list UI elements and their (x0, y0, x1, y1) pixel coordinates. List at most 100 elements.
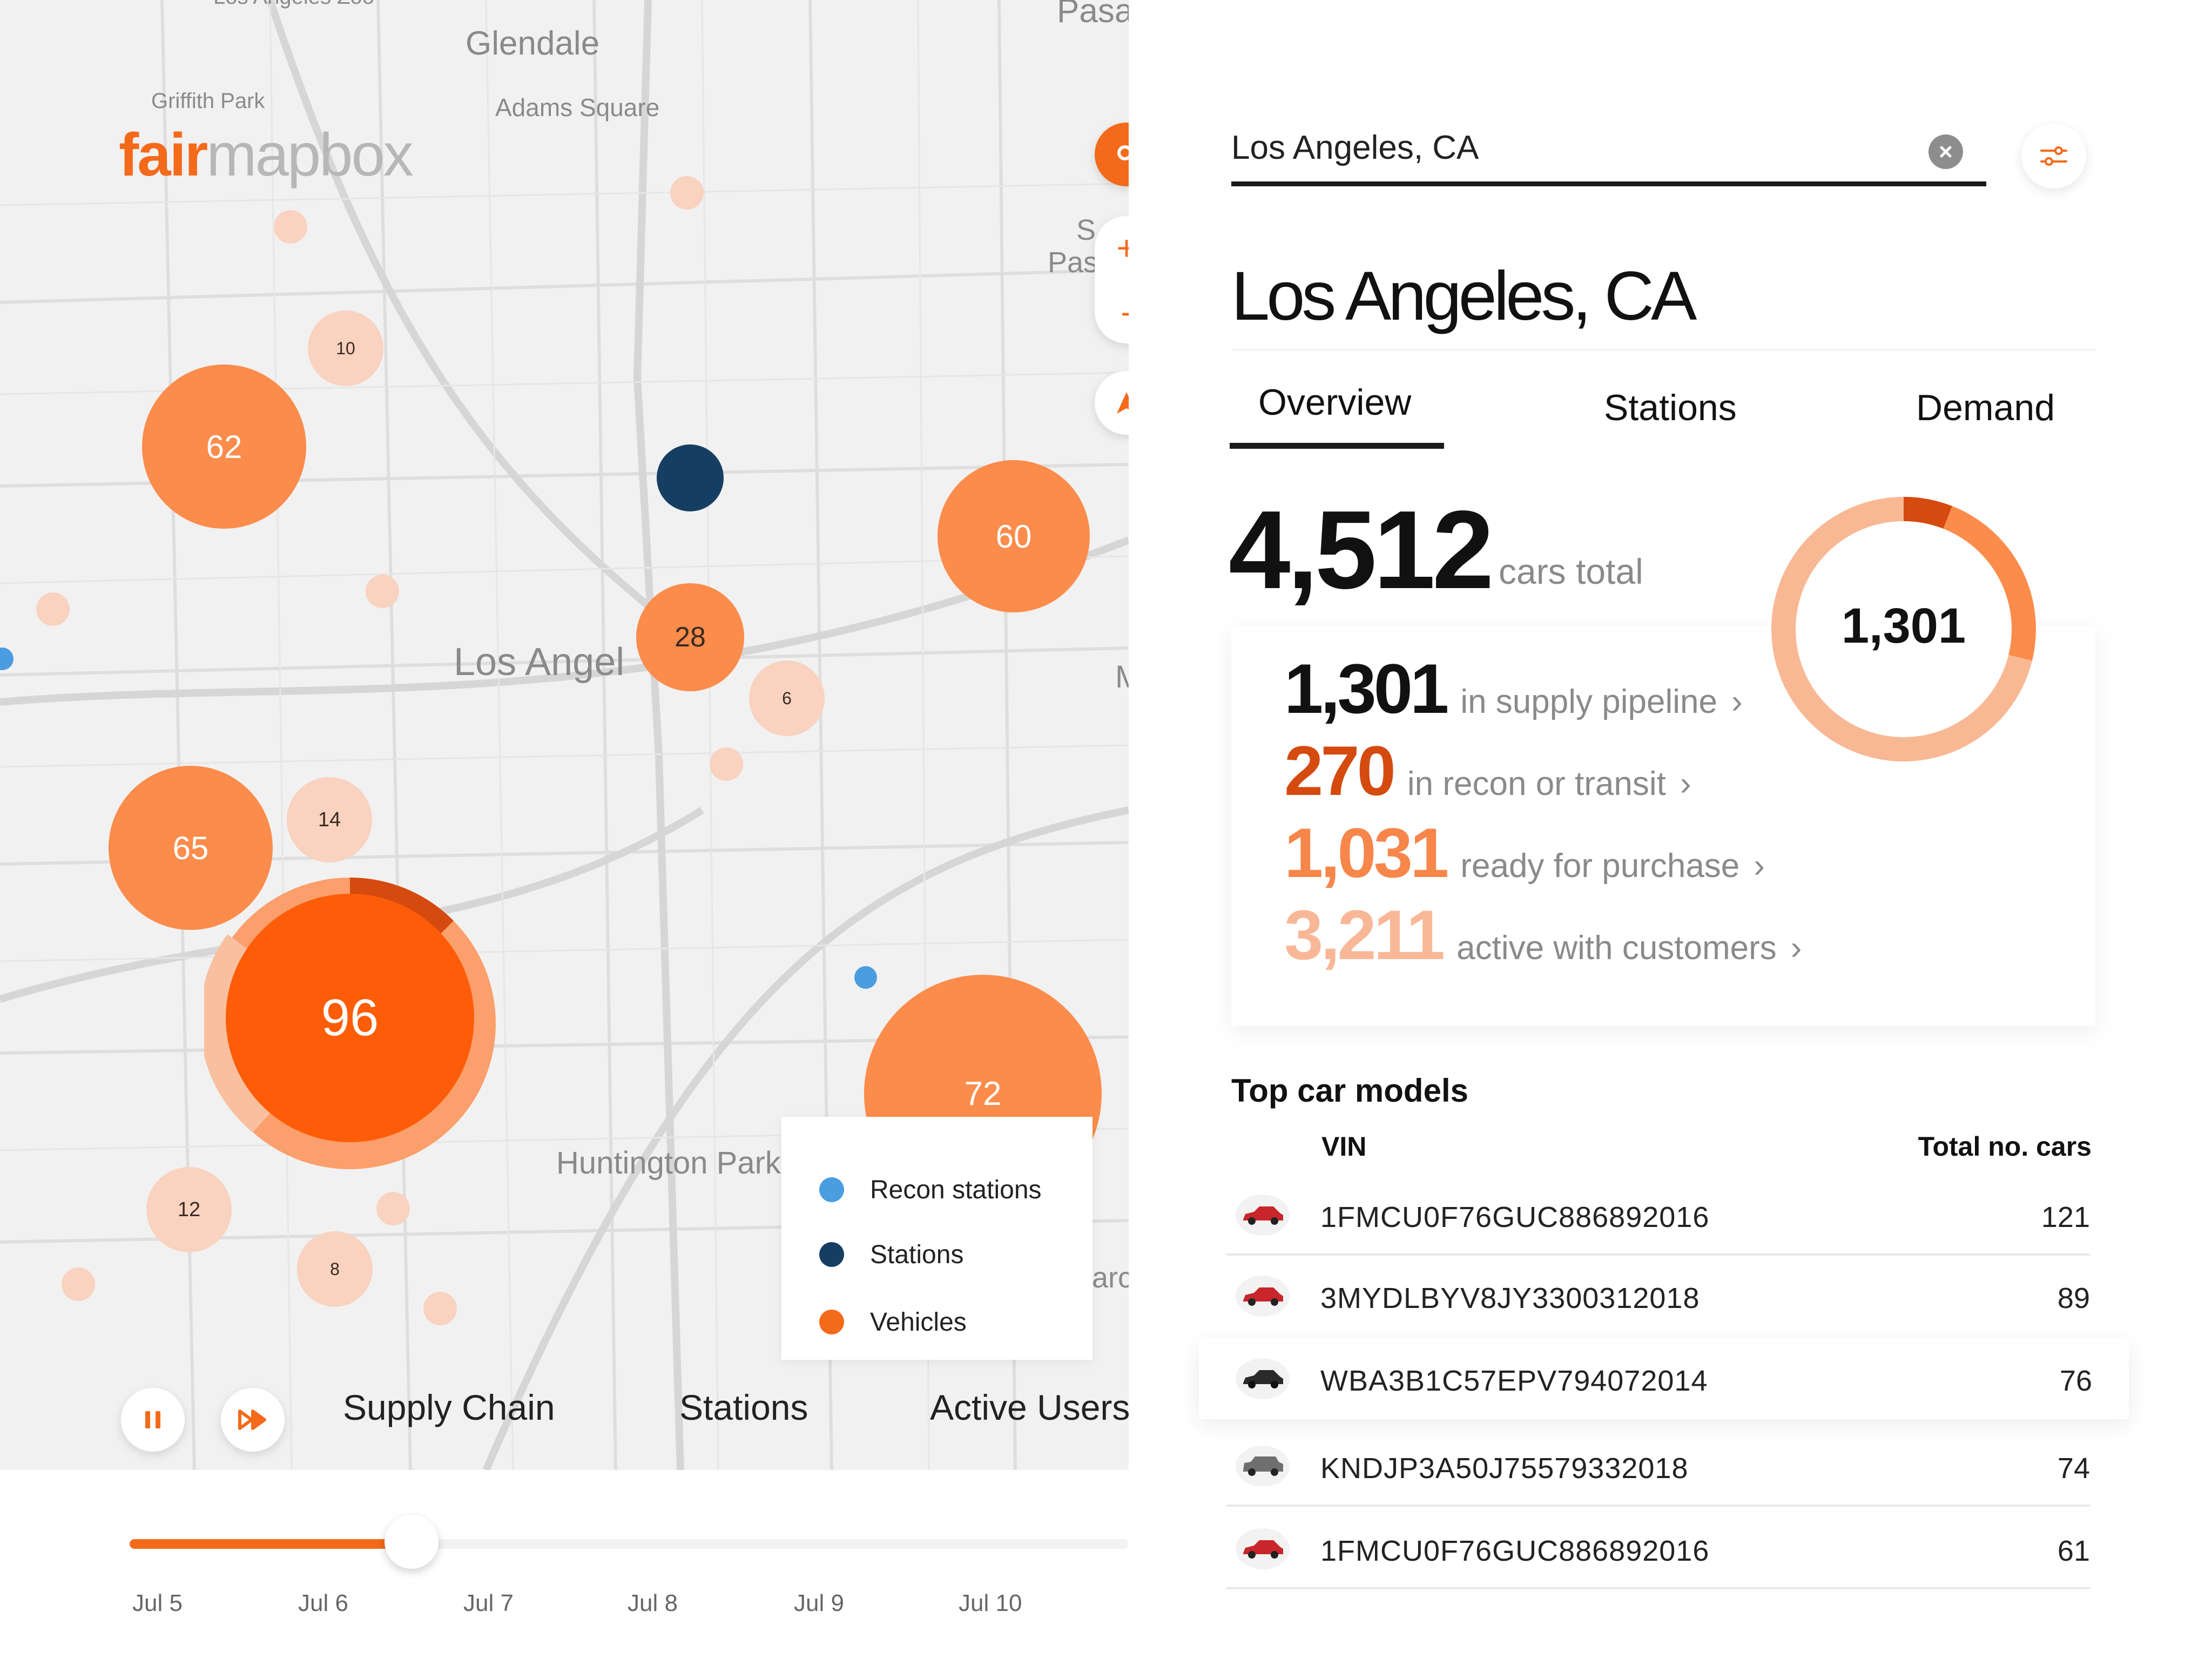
supply-donut-chart: 1,301 (1771, 497, 2036, 761)
stat-supply-pipeline[interactable]: 1,301 in supply pipeline › (1284, 648, 1743, 729)
map-label: Pasa (1057, 0, 1129, 30)
legend-label: Recon stations (870, 1175, 1042, 1204)
vehicle-cluster[interactable]: 12 (146, 1167, 232, 1252)
legend-label: Vehicles (870, 1307, 967, 1337)
table-row[interactable]: 1FMCU0F76GUC886892016 121 (1226, 1175, 2090, 1256)
vehicle-dot[interactable] (710, 747, 743, 781)
legend-dot (819, 1242, 844, 1267)
row-divider (1226, 1587, 2090, 1589)
search-icon (1117, 145, 1129, 160)
vehicle-cluster[interactable]: 65 (109, 766, 273, 930)
vehicle-cluster[interactable]: 28 (636, 583, 744, 691)
timeline-handle[interactable] (385, 1515, 439, 1569)
sliders-icon (2040, 146, 2067, 166)
stat-label: active with customers (1456, 929, 1777, 967)
stat-label: in supply pipeline (1460, 683, 1717, 720)
tab-supply-chain[interactable]: Supply Chain (343, 1387, 555, 1427)
car-icon (1236, 1446, 1290, 1487)
clear-search-button[interactable] (1928, 134, 1963, 169)
station-dot[interactable] (657, 444, 724, 511)
stat-value: 1,031 (1284, 813, 1449, 892)
legend-item: Vehicles (819, 1306, 967, 1338)
recon-station-dot[interactable] (854, 966, 877, 989)
divider (1231, 349, 2095, 351)
vehicle-cluster[interactable]: 62 (142, 365, 306, 529)
column-header-count: Total no. cars (1918, 1131, 2092, 1162)
vehicle-cluster[interactable]: 8 (297, 1231, 373, 1307)
vehicle-dot[interactable] (62, 1267, 95, 1301)
stat-ready-purchase[interactable]: 1,031 ready for purchase › (1284, 812, 1765, 893)
stat-value: 1,301 (1284, 649, 1449, 728)
search-underline (1231, 181, 1986, 186)
map-view[interactable]: Los Angeles Zoo Glendale Griffith Park A… (0, 0, 1129, 1470)
stat-value: 3,211 (1284, 895, 1445, 974)
vehicle-cluster[interactable]: 60 (938, 460, 1090, 612)
row-divider (1226, 1253, 2090, 1256)
vehicle-dot[interactable] (274, 210, 307, 244)
legend-item: Recon stations (819, 1174, 1042, 1206)
tab-active-users[interactable]: Active Users (930, 1387, 1129, 1427)
timeline-date: Jul 5 (132, 1590, 183, 1616)
filter-button[interactable] (2021, 124, 2086, 188)
map-label: M (1115, 659, 1129, 694)
table-row[interactable]: 3MYDLBYV8JY3300312018 89 (1226, 1256, 2090, 1337)
timeline-date: Jul 7 (463, 1590, 514, 1616)
donut-center-value: 1,301 (1842, 598, 1966, 653)
legend-label: Stations (870, 1240, 964, 1269)
playback-bar: Supply Chain Stations Active Users (0, 1361, 1129, 1453)
legend-dot (819, 1310, 844, 1334)
map-legend: Recon stations Stations Vehicles (781, 1117, 1092, 1360)
legend-item: Stations (819, 1238, 963, 1271)
tab-overview[interactable]: Overview (1258, 382, 1412, 423)
table-row[interactable]: 1FMCU0F76GUC886892016 61 (1226, 1508, 2090, 1589)
vehicle-cluster[interactable]: 14 (287, 777, 372, 862)
pause-icon (145, 1411, 160, 1428)
table-row[interactable]: KNDJP3A50J75579332018 74 (1226, 1426, 2090, 1507)
count-cell: 76 (2059, 1365, 2092, 1397)
stat-value: 270 (1284, 731, 1396, 810)
tab-stations[interactable]: Stations (1604, 387, 1737, 428)
table-row-highlighted[interactable]: WBA3B1C57EPV794072014 76 (1199, 1338, 2129, 1419)
stat-active-customers[interactable]: 3,211 active with customers › (1284, 894, 1802, 975)
car-icon (1236, 1528, 1290, 1569)
vin-cell: WBA3B1C57EPV794072014 (1320, 1365, 1708, 1397)
row-divider (1226, 1505, 2090, 1507)
chevron-right-icon: › (1754, 847, 1765, 885)
column-header-vin: VIN (1321, 1131, 1367, 1162)
vehicle-cluster[interactable]: 10 (308, 311, 383, 386)
close-icon (1940, 146, 1952, 158)
vin-cell: 3MYDLBYV8JY3300312018 (1320, 1282, 1700, 1314)
vehicle-dot[interactable] (423, 1292, 457, 1325)
zoom-out-button[interactable]: - (1095, 280, 1129, 343)
timeline-date: Jul 6 (298, 1590, 348, 1616)
vehicle-dot[interactable] (366, 575, 399, 608)
car-icon (1236, 1358, 1290, 1399)
total-cars-value: 4,512 (1229, 488, 1494, 612)
timeline-progress (130, 1539, 412, 1549)
navigation-arrow-icon (1117, 392, 1129, 414)
vehicle-cluster[interactable]: 96 (226, 894, 474, 1142)
map-label: Griffith Park (151, 89, 265, 113)
map-label: Adams Square (495, 93, 660, 122)
vin-cell: KNDJP3A50J75579332018 (1320, 1452, 1689, 1485)
map-label: Huntington Park (556, 1145, 781, 1181)
stat-recon-transit[interactable]: 270 in recon or transit › (1284, 730, 1691, 811)
location-search-input[interactable] (1231, 118, 1906, 177)
vehicle-dot[interactable] (376, 1192, 410, 1225)
vehicle-dot[interactable] (670, 176, 704, 210)
vehicle-cluster[interactable]: 6 (749, 660, 825, 736)
count-cell: 121 (2041, 1201, 2090, 1233)
fast-forward-button[interactable] (221, 1388, 285, 1452)
pause-button[interactable] (121, 1388, 185, 1452)
active-tab-indicator (1230, 443, 1444, 449)
logo-fair: fair (119, 121, 208, 188)
zoom-in-button[interactable]: + (1116, 228, 1129, 267)
chevron-right-icon: › (1790, 929, 1802, 967)
vehicle-dot[interactable] (36, 592, 70, 626)
tab-demand[interactable]: Demand (1916, 387, 2055, 428)
map-label: Glendale (466, 25, 600, 62)
section-title: Top car models (1231, 1073, 1468, 1109)
zoom-controls: + - (1095, 216, 1129, 343)
timeline-date: Jul 9 (794, 1590, 844, 1616)
tab-stations[interactable]: Stations (679, 1387, 808, 1427)
